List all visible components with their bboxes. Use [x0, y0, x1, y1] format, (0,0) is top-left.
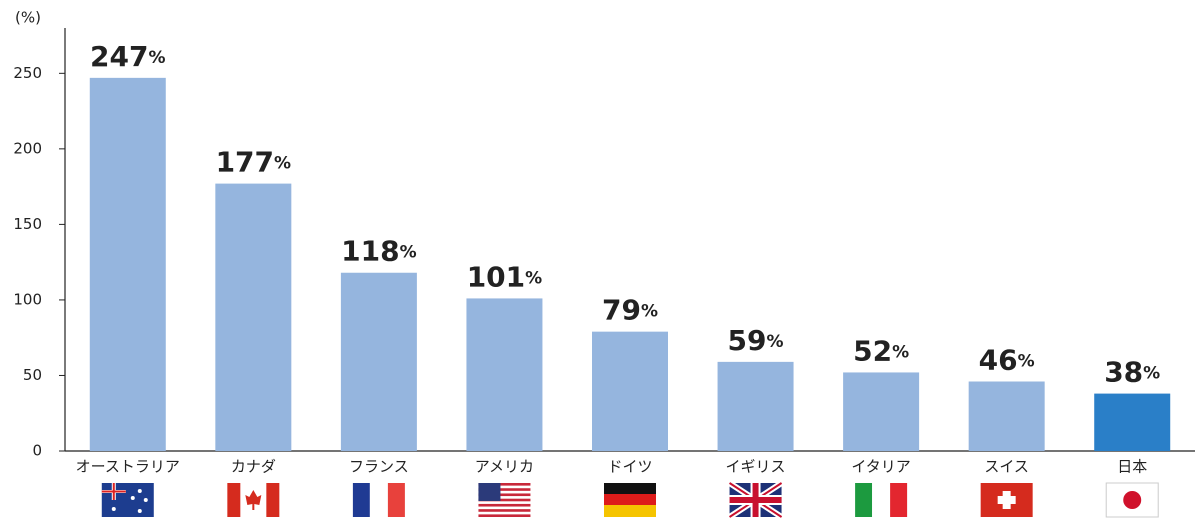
flag-part — [729, 497, 782, 503]
flag-part — [855, 483, 873, 517]
flag-part — [604, 505, 656, 517]
y-tick-label: 100 — [13, 290, 42, 308]
flag-part — [245, 490, 262, 510]
y-tick-label: 0 — [32, 442, 42, 460]
y-tick-label: 200 — [13, 139, 42, 157]
flag — [855, 483, 908, 517]
flag-part — [478, 488, 531, 491]
x-tick-label: スイス — [984, 458, 1029, 476]
bar — [466, 298, 543, 451]
flag-part — [352, 483, 370, 517]
flag-part — [137, 489, 142, 493]
x-tick-label: イギリス — [726, 458, 786, 476]
y-axis-label: (%) — [15, 9, 41, 27]
value-label: 38% — [1104, 356, 1160, 389]
flag-part — [478, 514, 531, 517]
flag — [352, 483, 405, 517]
bar — [843, 372, 920, 451]
flag-part — [890, 483, 908, 517]
flag-part — [604, 494, 656, 506]
y-tick-label: 50 — [23, 366, 42, 384]
flag — [227, 483, 280, 517]
bar — [968, 381, 1045, 451]
flag-part — [227, 483, 241, 517]
bar — [89, 77, 166, 451]
bar — [340, 272, 417, 451]
flag-part — [130, 496, 135, 500]
flag-part — [872, 483, 891, 517]
x-tick-label: アメリカ — [475, 458, 534, 476]
value-label: 46% — [979, 344, 1035, 377]
flag — [101, 483, 154, 517]
x-tick-label: オーストラリア — [76, 458, 180, 476]
value-label: 52% — [853, 334, 909, 367]
bar — [1094, 393, 1171, 451]
bar — [215, 183, 292, 451]
x-tick-label: 日本 — [1117, 458, 1147, 476]
flag-part — [1123, 491, 1142, 509]
value-label: 59% — [728, 324, 784, 357]
y-tick-label: 150 — [13, 215, 42, 233]
flag — [727, 480, 784, 519]
flag-part — [478, 503, 531, 507]
y-tick-label: 250 — [13, 64, 42, 82]
flag-part — [478, 498, 531, 502]
value-label: 177% — [216, 146, 291, 179]
value-label: 118% — [341, 235, 417, 268]
x-tick-label: イタリア — [851, 458, 910, 476]
bar — [717, 361, 794, 451]
value-label: 247% — [90, 40, 165, 73]
x-tick-label: ドイツ — [607, 458, 652, 476]
flag — [478, 483, 531, 517]
value-label: 79% — [602, 294, 658, 327]
flag-part — [478, 493, 531, 497]
flag-part — [387, 483, 405, 517]
flag-part — [111, 507, 116, 511]
flag-part — [997, 496, 1016, 504]
flag-part — [369, 483, 388, 517]
flag-part — [143, 498, 148, 502]
x-tick-label: カナダ — [231, 458, 276, 476]
flag-part — [137, 509, 142, 513]
x-tick-label: フランス — [349, 458, 409, 476]
flag — [1105, 482, 1159, 518]
flag-part — [604, 483, 656, 495]
flag-part — [266, 483, 280, 517]
value-label: 101% — [467, 260, 543, 293]
flag — [980, 483, 1033, 517]
flag — [604, 483, 656, 517]
bar — [592, 331, 668, 451]
flag-part — [478, 509, 531, 512]
flag-part — [478, 483, 531, 486]
flag-part — [112, 483, 115, 500]
flag-part — [478, 483, 501, 501]
